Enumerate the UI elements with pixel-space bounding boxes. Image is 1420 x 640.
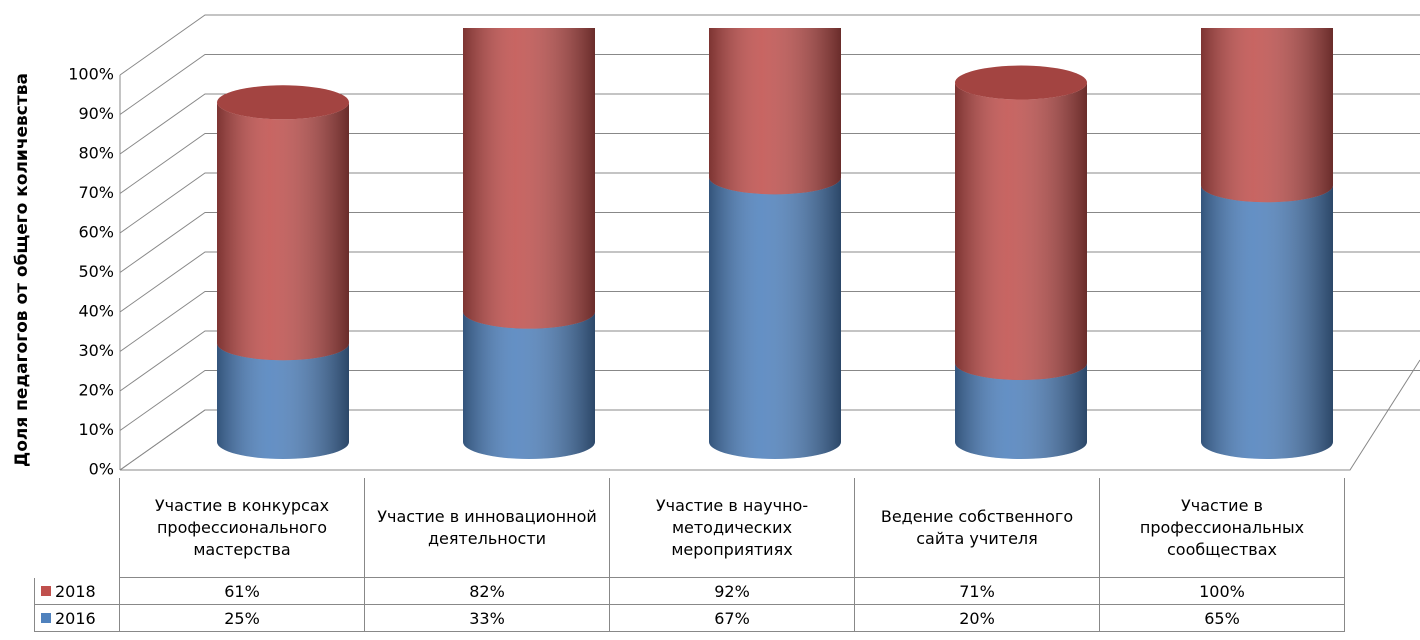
table-cell: 61% <box>120 578 365 605</box>
y-tick-label: 20% <box>78 381 114 400</box>
cylinder-shade <box>709 177 841 459</box>
y-tick-label: 50% <box>78 262 114 281</box>
y-tick-label: 10% <box>78 420 114 439</box>
cylinder-cap <box>955 65 1087 100</box>
cylinder-shade <box>217 343 349 459</box>
legend-swatch <box>41 613 51 623</box>
y-tick-label: 80% <box>78 144 114 163</box>
cylinder-shade <box>1201 28 1333 203</box>
legend-label: 2018 <box>55 581 96 601</box>
y-axis-label: Доля педагогов от общего количевства <box>12 73 32 467</box>
cylinder-shade <box>955 363 1087 459</box>
legend-label: 2016 <box>55 608 96 628</box>
cylinder-shade <box>955 82 1087 381</box>
table-cell: 92% <box>610 578 855 605</box>
table-cell: Участие в конкурсах профессионального ма… <box>120 478 365 578</box>
table-cell: 100% <box>1100 578 1345 605</box>
y-tick-label: 0% <box>89 460 114 479</box>
table-cell: 82% <box>365 578 610 605</box>
y-tick-label: 60% <box>78 223 114 242</box>
y-tick-label: 30% <box>78 341 114 360</box>
table-cell: Участие в научно-методических мероприяти… <box>610 478 855 578</box>
cylinder-shade <box>709 28 841 195</box>
table-cell: 67% <box>610 605 855 632</box>
data-table: Участие в конкурсах профессионального ма… <box>34 478 1345 632</box>
table-cell: 2018 <box>34 578 120 605</box>
cylinders <box>217 0 1333 459</box>
cylinder-shade <box>463 311 595 459</box>
y-tick-label: 90% <box>78 104 114 123</box>
table-corner <box>34 478 120 578</box>
cylinder-shade <box>1201 185 1333 459</box>
table-cell: 2016 <box>34 605 120 632</box>
legend-swatch <box>41 586 51 596</box>
table-cell: 33% <box>365 605 610 632</box>
table-cell: Участие в профессиональных сообществах <box>1100 478 1345 578</box>
y-tick-label: 70% <box>78 183 114 202</box>
cylinder-cap-shade <box>955 65 1087 100</box>
cylinder-shade <box>217 102 349 361</box>
table-cell: 25% <box>120 605 365 632</box>
cylinder-cap-shade <box>463 0 595 5</box>
cylinder-cap <box>463 0 595 5</box>
cylinder-shade <box>463 28 595 329</box>
table-cell: 20% <box>855 605 1100 632</box>
y-tick-label: 100% <box>68 65 114 84</box>
table-cell: Участие в инновационной деятельности <box>365 478 610 578</box>
cylinder-cap <box>217 85 349 120</box>
y-tick-label: 40% <box>78 302 114 321</box>
table-cell: 65% <box>1100 605 1345 632</box>
cylinder-cap-shade <box>217 85 349 120</box>
grid-line <box>119 54 1420 115</box>
table-cell: Ведение собственного сайта учителя <box>855 478 1100 578</box>
grid-line <box>119 14 1420 76</box>
table-cell: 71% <box>855 578 1100 605</box>
